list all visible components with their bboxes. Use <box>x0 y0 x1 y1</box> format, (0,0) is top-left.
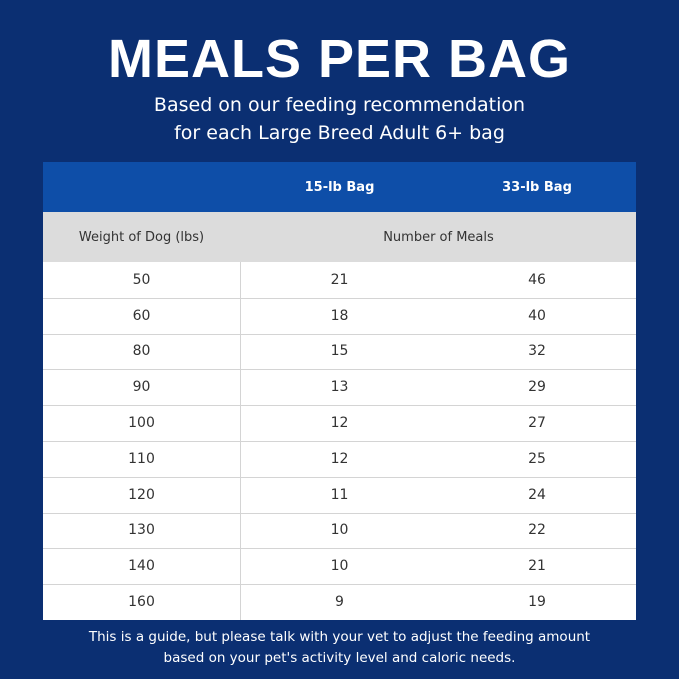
table-cell: 110 <box>128 450 155 467</box>
table-cell: 15 <box>330 343 349 360</box>
table-cell: 140 <box>128 558 155 575</box>
table-cell: 12 <box>330 450 349 467</box>
table-cell: 90 <box>132 379 151 396</box>
table-cell: 130 <box>128 522 155 539</box>
table-cell: 100 <box>128 415 155 432</box>
table-cell: 13 <box>330 379 349 396</box>
row-divider <box>43 476 636 478</box>
row-divider <box>43 369 636 371</box>
table-cell: 21 <box>330 271 349 288</box>
header-row <box>43 162 636 212</box>
footer: based on your pet's activity level and c… <box>163 650 516 666</box>
table-cell: 10 <box>330 558 349 575</box>
table-cell: 19 <box>528 594 546 611</box>
table-cell: 12 <box>330 415 349 432</box>
table-cell: 80 <box>132 343 151 360</box>
row-divider <box>43 512 636 514</box>
column-header: 15-lb Bag <box>304 179 375 195</box>
table-cell: 11 <box>330 486 349 503</box>
row-divider <box>43 297 636 299</box>
subtitle: for each Large Breed Adult 6+ bag <box>174 122 505 144</box>
column-divider <box>240 262 241 620</box>
row-divider <box>43 441 636 442</box>
footer: This is a guide, but please talk with yo… <box>88 629 591 645</box>
table-cell: 22 <box>528 522 546 539</box>
subtitle: Based on our feeding recommendation <box>153 94 526 116</box>
column-header: 33-lb Bag <box>502 179 572 195</box>
table-cell: 120 <box>128 486 155 503</box>
table-cell: 46 <box>528 271 546 288</box>
table-cell: 40 <box>528 307 546 324</box>
table-cell: 160 <box>128 594 155 611</box>
row-divider <box>43 405 636 407</box>
table-cell: 24 <box>528 486 546 503</box>
table-cell: 18 <box>330 307 349 324</box>
table-cell: 32 <box>528 343 546 360</box>
group-header: Number of Meals <box>383 229 494 245</box>
row-divider <box>43 584 636 586</box>
table-cell: 21 <box>528 558 546 575</box>
row-divider <box>43 333 636 335</box>
table-cell: 60 <box>132 307 151 324</box>
subheader-row <box>43 212 636 262</box>
table-cell: 29 <box>528 379 546 396</box>
table-cell: 27 <box>528 415 546 432</box>
row-header: Weight of Dog (lbs) <box>78 229 205 245</box>
row-divider <box>43 548 636 550</box>
table-cell: 50 <box>132 271 151 288</box>
table-cell: 9 <box>335 594 344 611</box>
table: 15-lb Bag 33-lb Bag Weight of Dog (lbs) Num… <box>43 162 636 620</box>
title: MEALS PER BAG <box>107 29 572 89</box>
table-cell: 25 <box>528 450 546 467</box>
table-cell: 10 <box>330 522 349 539</box>
